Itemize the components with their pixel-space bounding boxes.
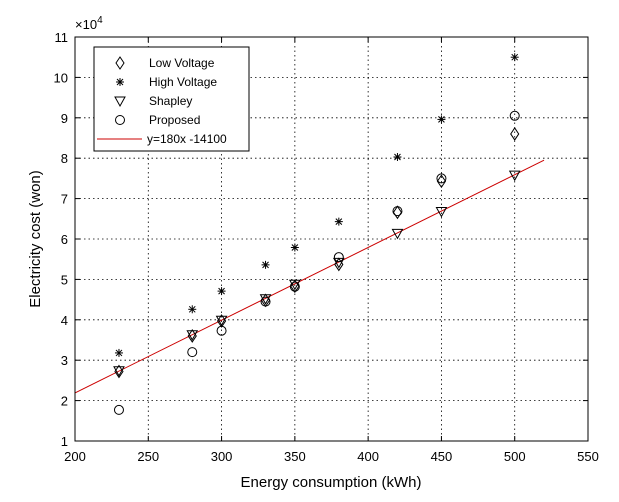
shapley-point [259,294,272,305]
asterisk-stroke [438,116,445,123]
shapley-point [508,170,521,182]
low-voltage-point [392,205,403,220]
legend-low-voltage-marker [115,56,125,70]
proposed-point [260,296,271,307]
legend-proposed-marker [115,115,125,125]
y-tick-label: 10 [54,70,68,85]
x-tick-label: 350 [284,449,306,464]
shapley-point [215,315,228,327]
asterisk-stroke [291,244,299,251]
high-voltage-point [334,217,343,226]
shapley-point [113,366,125,377]
y-tick-label: 8 [61,151,68,166]
asterisk-stroke [511,53,519,61]
asterisk-stroke [335,218,343,225]
legend: Low Voltage High Voltage Shapley Proposed y=… [93,46,250,152]
y-tick-label: 4 [61,313,68,328]
x-tick-label: 200 [64,449,86,464]
x-axis-label: Energy consumption (kWh) [241,474,422,491]
x-tick-label: 550 [577,449,599,464]
y-tick-label: 9 [61,111,68,126]
shapley-point [186,330,199,341]
ticks-layer: 200 250 300 350 400 450 500 550 1 2 3 4 5 6 7 8 9 10 11 [54,30,599,464]
y-tick-label: 3 [61,353,68,368]
legend-y-180x-14100-label: y=180x -14100 [147,132,227,146]
fit-line [74,159,545,394]
y-tick-label: 11 [55,30,69,45]
exponent-label: ×104 [75,15,103,32]
x-tick-label: 300 [211,449,233,464]
high-voltage-point [393,152,402,161]
proposed-point [392,206,403,217]
high-voltage-point [290,243,299,252]
proposed-point [436,173,447,184]
legend-shapley-marker [114,96,126,108]
shapley-point [289,279,301,291]
legend-shapley-label: Shapley [149,94,192,108]
high-voltage-point [114,348,123,357]
asterisk-stroke [262,261,269,269]
asterisk-stroke [188,305,196,313]
low-voltage-point [114,364,124,379]
legend-high-voltage-label: High Voltage [149,75,217,89]
legend-high-voltage-marker [116,78,124,86]
shapley-point [391,228,404,240]
legend-box [93,46,250,152]
high-voltage-point [217,287,226,296]
shapley-point [435,207,448,218]
x-tick-label: 400 [357,449,379,464]
legend-low-voltage-label: Low Voltage [149,56,215,70]
points-layer [113,53,521,415]
x-tick-label: 450 [431,449,453,464]
proposed-point [113,404,124,415]
fit-line-layer [74,159,545,394]
high-voltage-point [188,305,197,314]
high-voltage-point [510,53,519,62]
proposed-point [509,110,520,121]
shapley-point [332,257,345,269]
y-axis-label: Electricity cost (won) [27,170,44,308]
asterisk-stroke [394,153,401,161]
y-tick-label: 1 [61,434,68,449]
x-tick-label: 250 [137,449,159,464]
y-tick-label: 2 [61,394,68,409]
y-tick-label: 7 [61,192,68,207]
asterisk-stroke [218,287,225,295]
proposed-point [216,325,227,336]
low-voltage-point [510,127,520,141]
y-tick-label: 6 [61,232,68,247]
asterisk-stroke [115,349,123,357]
asterisk-stroke [116,78,124,86]
proposed-point [187,347,198,358]
proposed-point [289,281,300,292]
high-voltage-point [261,260,270,269]
legend-proposed-label: Proposed [149,113,200,127]
y-tick-label: 5 [61,272,68,287]
low-voltage-point [216,314,227,328]
proposed-point [333,252,344,263]
x-tick-label: 500 [504,449,526,464]
high-voltage-point [437,115,446,124]
low-voltage-point [436,174,447,189]
